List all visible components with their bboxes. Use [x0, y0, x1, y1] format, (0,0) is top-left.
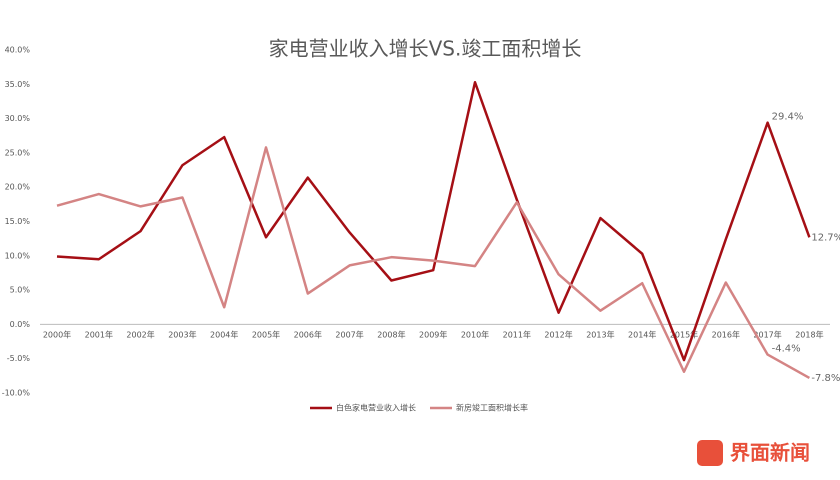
x-tick-label: 2012年 — [544, 330, 572, 340]
x-tick-label: 2014年 — [628, 330, 656, 340]
y-tick-label: 10.0% — [5, 251, 31, 260]
y-tick-label: -5.0% — [7, 354, 31, 363]
x-tick-label: 2003年 — [168, 330, 196, 340]
legend-label: 白色家电营业收入增长 — [336, 403, 416, 413]
x-tick-label: 2004年 — [210, 330, 238, 340]
y-tick-label: 0.0% — [10, 320, 31, 329]
value-label: -4.4% — [772, 344, 801, 355]
x-tick-label: 2016年 — [712, 330, 740, 340]
x-tick-label: 2000年 — [43, 330, 71, 340]
watermark: 界面新闻 — [730, 441, 810, 465]
y-tick-label: 15.0% — [5, 217, 31, 226]
series-line — [56, 146, 811, 379]
x-tick-label: 2006年 — [294, 330, 322, 340]
x-tick-label: 2015年 — [670, 330, 698, 340]
x-tick-label: 2009年 — [419, 330, 447, 340]
x-tick-label: 2002年 — [126, 330, 154, 340]
x-tick-label: 2010年 — [461, 330, 489, 340]
x-tick-label: 2011年 — [503, 330, 531, 340]
watermark-icon — [697, 440, 723, 466]
series-line — [56, 80, 811, 362]
legend-label: 新房竣工面积增长率 — [456, 403, 528, 413]
y-tick-label: 20.0% — [5, 183, 31, 192]
y-tick-label: 40.0% — [5, 46, 31, 55]
y-tick-label: -10.0% — [2, 389, 31, 398]
x-tick-label: 2018年 — [795, 330, 823, 340]
x-tick-label: 2001年 — [85, 330, 113, 340]
x-tick-label: 2007年 — [335, 330, 363, 340]
y-tick-label: 30.0% — [5, 114, 31, 123]
chart-title: 家电营业收入增长VS.竣工面积增长 — [269, 37, 582, 61]
y-tick-label: 5.0% — [10, 286, 31, 295]
x-tick-label: 2017年 — [753, 330, 781, 340]
value-label: 29.4% — [772, 112, 804, 123]
x-tick-label: 2013年 — [586, 330, 614, 340]
x-tick-label: 2005年 — [252, 330, 280, 340]
y-tick-label: 25.0% — [5, 148, 31, 157]
value-label: -7.8% — [811, 373, 840, 384]
x-tick-label: 2008年 — [377, 330, 405, 340]
value-label: 12.7% — [811, 232, 840, 243]
y-tick-label: 35.0% — [5, 80, 31, 89]
